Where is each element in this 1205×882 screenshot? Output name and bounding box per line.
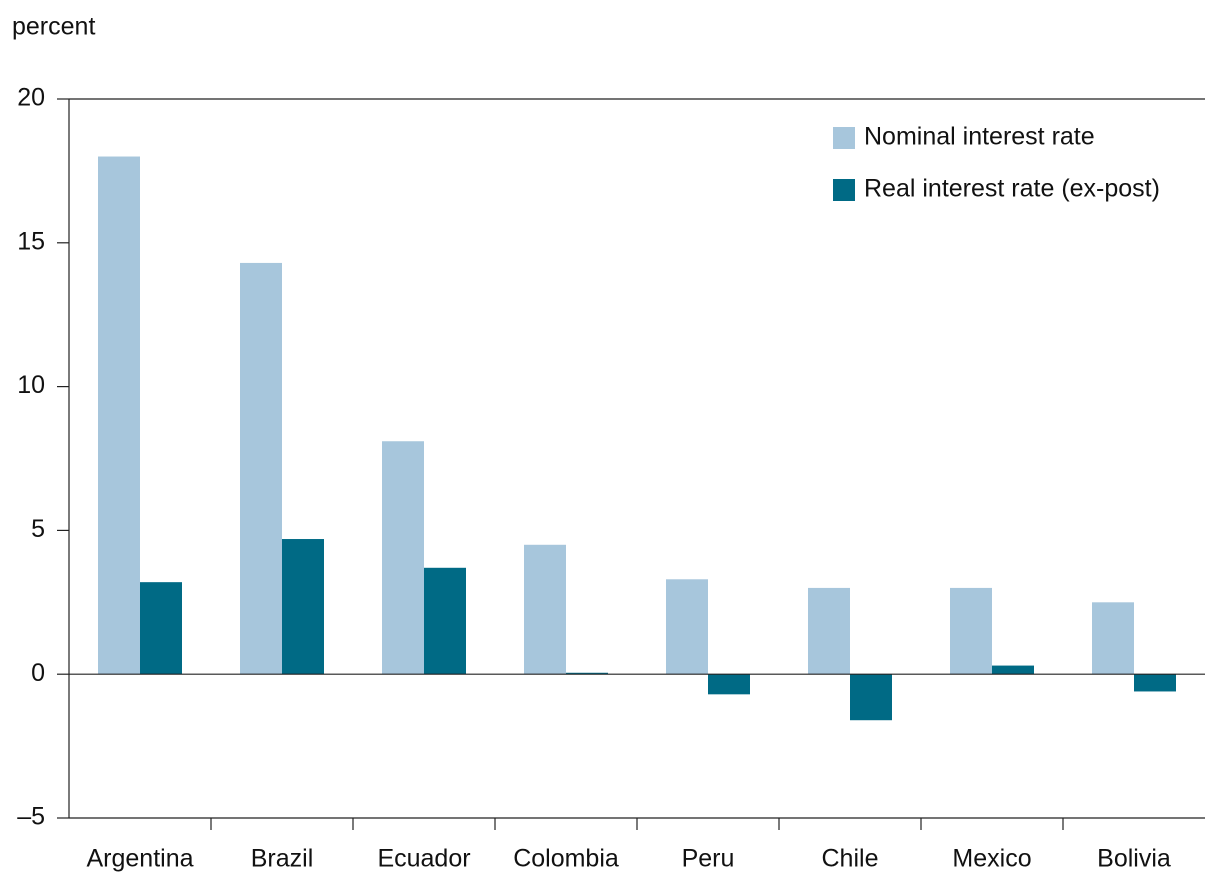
bar bbox=[808, 587, 850, 675]
x-tick-label: Bolivia bbox=[1097, 845, 1171, 873]
y-tick-label: 5 bbox=[31, 515, 45, 543]
y-tick-label: 10 bbox=[17, 371, 45, 399]
bar bbox=[666, 579, 708, 675]
x-tick-label: Colombia bbox=[513, 845, 619, 873]
x-tick-label: Argentina bbox=[86, 845, 193, 873]
bar bbox=[240, 262, 282, 675]
x-tick-label: Peru bbox=[682, 845, 735, 873]
y-axis-label: percent bbox=[12, 13, 95, 41]
x-tick-label: Chile bbox=[822, 845, 879, 873]
y-tick-label: 0 bbox=[31, 659, 45, 687]
bar bbox=[140, 582, 182, 675]
bar bbox=[524, 544, 566, 675]
x-tick-label: Ecuador bbox=[377, 845, 470, 873]
bar bbox=[98, 156, 140, 675]
bar bbox=[950, 587, 992, 675]
bar bbox=[282, 539, 324, 675]
x-tick-label: Mexico bbox=[952, 845, 1031, 873]
legend-label: Nominal interest rate bbox=[864, 123, 1095, 151]
bar bbox=[566, 672, 608, 675]
bar bbox=[1092, 602, 1134, 675]
bar bbox=[1134, 674, 1176, 692]
bar bbox=[708, 674, 750, 695]
legend-label: Real interest rate (ex-post) bbox=[864, 175, 1160, 203]
y-tick-label: 15 bbox=[17, 227, 45, 255]
bar bbox=[424, 567, 466, 675]
legend-swatch bbox=[833, 179, 855, 201]
legend-swatch bbox=[833, 127, 855, 149]
y-tick-label: –5 bbox=[17, 803, 45, 831]
bar bbox=[992, 665, 1034, 675]
bar bbox=[850, 674, 892, 721]
x-tick-label: Brazil bbox=[251, 845, 314, 873]
bar bbox=[382, 441, 424, 675]
y-tick-label: 20 bbox=[17, 84, 45, 112]
